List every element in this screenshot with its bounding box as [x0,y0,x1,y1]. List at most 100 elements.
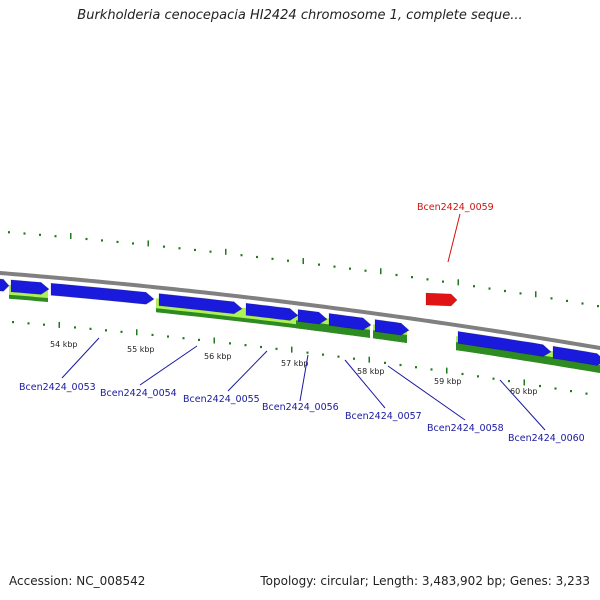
tick-mark [364,269,367,272]
tick-mark [260,345,262,349]
gene-label-bcen2424-0054[interactable]: Bcen2424_0054 [100,388,177,399]
tick-mark [566,299,568,303]
tick-mark [43,323,45,326]
tick-mark [302,258,304,265]
leader-line [61,337,100,379]
accession-text: Accession: NC_008542 [9,574,146,588]
tick-mark [415,366,417,369]
tick-mark [318,263,320,266]
tick-mark [488,287,491,290]
gene-arrow[interactable] [50,282,155,305]
tick-mark [504,289,506,293]
tick-mark [554,387,557,390]
tick-mark [477,375,479,378]
tick-mark [539,384,541,388]
tick-mark [519,292,522,295]
gene-label-bcen2424-0058[interactable]: Bcen2424_0058 [427,423,504,434]
tick-mark [132,242,134,245]
tick-mark [337,355,340,358]
tick-mark [380,268,382,275]
tick-mark [194,248,196,252]
leader-line [299,354,309,402]
tick-mark [70,232,72,239]
tick-mark [349,267,351,270]
dark-track-segment [373,330,407,343]
dark-track-segment [243,317,296,329]
gene-label-bcen2424-0059[interactable]: Bcen2424_0059 [417,202,494,213]
leader-line [139,345,198,386]
gene-arrow[interactable] [297,309,328,325]
tick-mark [473,285,475,288]
gene-label-bcen2424-0055[interactable]: Bcen2424_0055 [183,394,260,405]
tick-mark [322,353,324,356]
tick-mark [54,235,57,238]
tick-mark [399,363,402,367]
tick-mark [430,368,433,371]
map-title: Burkholderia cenocepacia HI2424 chromoso… [77,8,523,23]
dark-feature-track [9,294,600,373]
tick-mark [182,337,185,340]
tick-mark [8,231,10,234]
gene-label-bcen2424-0057[interactable]: Bcen2424_0057 [345,411,422,422]
leader-line [447,213,461,263]
gene-labels: Bcen2424_0053 Bcen2424_0054 Bcen2424_005… [19,202,585,444]
tick-mark [23,232,26,235]
gene-label-bcen2424-0056[interactable]: Bcen2424_0056 [262,402,339,413]
tick-mark [58,321,60,328]
gene-arrow[interactable] [328,313,372,331]
tick-mark [178,247,181,250]
gene-arrow[interactable] [457,331,552,357]
gene-label-bcen2424-0053[interactable]: Bcen2424_0053 [19,382,96,393]
gene-label-bcen2424-0060[interactable]: Bcen2424_0060 [508,433,585,444]
tick-mark [395,273,398,277]
scale-label: 60 kbp [510,387,538,396]
dark-track-segment [9,294,48,302]
gene-arrow[interactable] [158,293,243,315]
leader-line [344,359,386,409]
gene-arrow[interactable] [0,278,10,292]
tick-mark [89,327,92,330]
tick-mark [120,330,123,333]
tick-mark [105,329,107,332]
gene-arrow-track[interactable] [0,278,600,366]
tick-mark [225,248,227,255]
tick-mark [27,322,30,325]
gene-arrow[interactable] [374,319,410,336]
leader-line [387,365,466,421]
gene-arrow[interactable] [245,302,299,321]
tick-mark [198,338,200,341]
tick-mark [446,367,448,374]
scale-labels: 54 kbp 55 kbp 56 kbp 57 kbp 58 kbp 59 kb… [50,340,538,396]
tick-mark [492,377,495,380]
gene-arrow[interactable] [10,279,50,295]
dark-track-segment [156,308,243,322]
tick-mark [229,342,231,345]
tick-mark [581,302,584,305]
dark-track-segment [296,320,370,338]
tick-mark [213,337,215,344]
tick-mark [147,240,149,247]
scale-label: 58 kbp [357,367,385,376]
scale-label: 55 kbp [127,345,155,354]
gene-arrow[interactable] [552,345,600,366]
scale-label: 59 kbp [434,377,462,386]
label-leader-lines [61,213,546,431]
tick-mark [39,233,41,236]
tick-mark [209,250,212,253]
scale-label: 57 kbp [281,359,309,368]
tick-mark [523,379,525,386]
tick-mark [275,347,278,350]
tick-mark [353,357,355,360]
tick-mark [570,389,572,393]
tick-mark [306,351,309,354]
tick-mark [597,304,599,308]
genome-summary-text: Topology: circular; Length: 3,483,902 bp… [260,574,590,588]
tick-mark [461,372,464,376]
tick-mark [287,259,289,262]
tick-mark [457,279,459,286]
tick-mark [508,379,510,383]
dark-track-segment [456,342,548,365]
tick-mark [256,255,258,259]
gene-arrow-bcen2424-0059[interactable] [425,292,458,307]
